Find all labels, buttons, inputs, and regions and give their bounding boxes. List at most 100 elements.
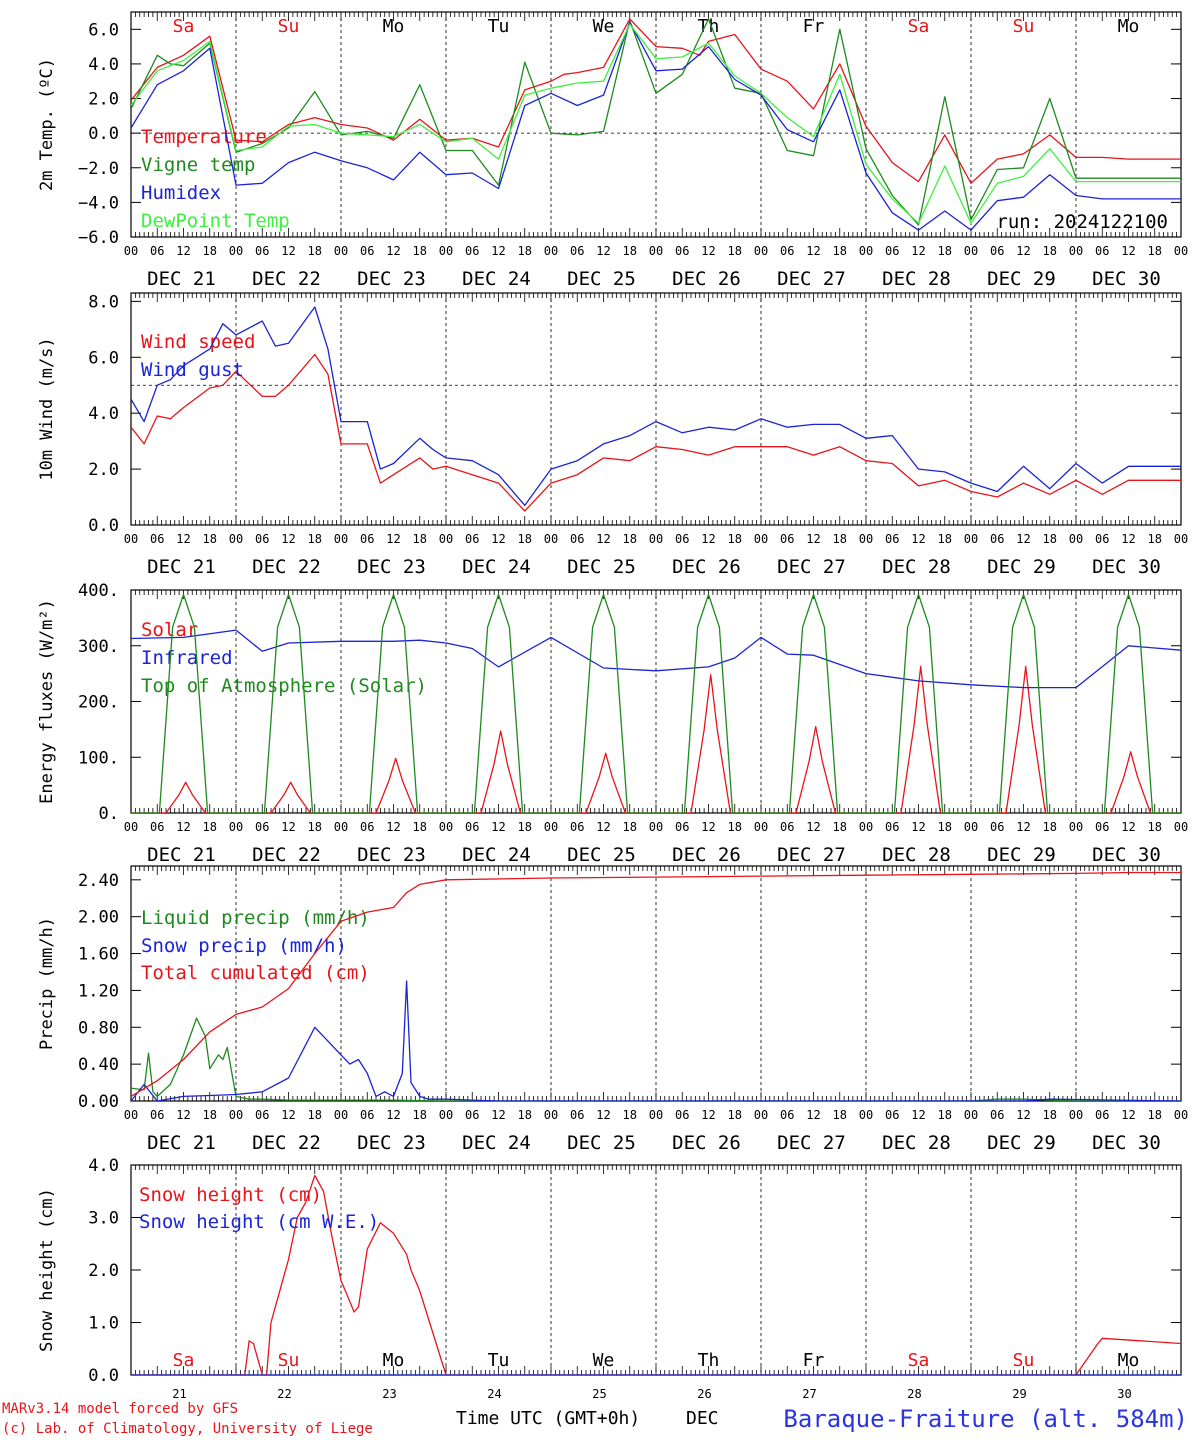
weekday-label: Th [698, 1350, 720, 1371]
y-tick-label: 0.0 [88, 124, 119, 144]
hour-tick-label: 06 [675, 244, 689, 258]
series-line-wind-speed [131, 353, 1181, 512]
day-number-label: 21 [172, 1387, 186, 1401]
hour-tick-label: 18 [623, 1108, 637, 1122]
run-annotation: run: 2024122100 [996, 211, 1168, 233]
hour-tick-label: 00 [439, 820, 453, 834]
hour-tick-label: 00 [754, 820, 768, 834]
date-label: DEC 23 [357, 844, 426, 866]
hour-tick-label: 00 [964, 820, 978, 834]
hour-tick-label: 00 [124, 532, 138, 546]
date-label: DEC 24 [462, 1132, 531, 1154]
y-tick-label: 8.0 [88, 292, 119, 312]
hour-tick-label: 00 [649, 820, 663, 834]
hour-tick-label: 06 [675, 532, 689, 546]
x-minor-ticks [130, 590, 1182, 813]
hour-tick-label: 00 [859, 532, 873, 546]
date-label: DEC 30 [1092, 1132, 1161, 1154]
series-line-wind-gust [131, 306, 1181, 507]
date-label: DEC 27 [777, 268, 846, 290]
hour-tick-label: 18 [308, 532, 322, 546]
date-label: DEC 25 [567, 1132, 636, 1154]
y-tick-label: 400. [78, 581, 119, 601]
hour-tick-label: 06 [150, 1108, 164, 1122]
weekday-label: Mo [1118, 1350, 1140, 1371]
hour-tick-label: 12 [911, 532, 925, 546]
hour-tick-label: 18 [938, 820, 952, 834]
date-label: DEC 30 [1092, 556, 1161, 578]
weekday-label: Su [1013, 16, 1035, 37]
hour-tick-label: 06 [1095, 244, 1109, 258]
plot-frame [130, 589, 1182, 814]
weekday-label: Su [278, 1350, 300, 1371]
hour-tick-label: 06 [360, 532, 374, 546]
hour-tick-label: 00 [544, 1108, 558, 1122]
hour-tick-label: 06 [255, 244, 269, 258]
hour-tick-label: 12 [1121, 532, 1135, 546]
hour-tick-label: 18 [203, 532, 217, 546]
hour-tick-label: 18 [728, 820, 742, 834]
hour-tick-label: 00 [754, 1108, 768, 1122]
hour-tick-label: 00 [124, 244, 138, 258]
station-name: Baraque-Fraiture (alt. 584m) [783, 1405, 1188, 1433]
hour-tick-label: 18 [308, 1108, 322, 1122]
hour-tick-label: 18 [1148, 820, 1162, 834]
y-tick-label: 4.0 [88, 55, 119, 75]
hour-tick-label: 06 [360, 820, 374, 834]
y-tick-label: 1.20 [78, 981, 119, 1001]
hour-tick-label: 00 [1174, 1108, 1188, 1122]
hour-tick-label: 18 [728, 532, 742, 546]
hour-tick-label: 06 [1095, 820, 1109, 834]
hour-tick-label: 00 [334, 532, 348, 546]
y-tick-label: 3.0 [88, 1209, 119, 1229]
y-tick-label: 300. [78, 637, 119, 657]
hour-tick-label: 12 [1121, 820, 1135, 834]
hour-tick-label: 18 [938, 1108, 952, 1122]
date-label: DEC 21 [147, 1132, 216, 1154]
y-tick-label: 2.0 [88, 90, 119, 110]
hour-tick-label: 00 [229, 532, 243, 546]
hour-tick-label: 18 [938, 532, 952, 546]
legend-entry: DewPoint Temp [141, 210, 290, 232]
hour-tick-label: 06 [990, 244, 1004, 258]
hour-tick-label: 06 [1095, 1108, 1109, 1122]
hour-tick-label: 12 [176, 532, 190, 546]
series-line-temperature [131, 18, 1181, 184]
y-tick-label: 0.80 [78, 1018, 119, 1038]
date-label: DEC 23 [357, 556, 426, 578]
date-label: DEC 27 [777, 844, 846, 866]
date-label: DEC 28 [882, 268, 951, 290]
model-credit: MARv3.14 model forced by GFS [2, 1401, 238, 1417]
legend-entry: Solar [141, 619, 198, 641]
hour-tick-label: 12 [596, 820, 610, 834]
hour-tick-label: 06 [255, 820, 269, 834]
hour-tick-label: 06 [780, 532, 794, 546]
hour-tick-label: 00 [754, 244, 768, 258]
weekday-label: Mo [383, 16, 405, 37]
hour-tick-label: 06 [570, 1108, 584, 1122]
y-tick-label: 6.0 [88, 20, 119, 40]
hour-tick-label: 00 [544, 820, 558, 834]
day-number-label: 28 [907, 1387, 921, 1401]
hour-tick-label: 06 [255, 532, 269, 546]
date-label: DEC 26 [672, 1132, 741, 1154]
y-tick-label: 1.60 [78, 945, 119, 965]
hour-tick-label: 06 [1095, 532, 1109, 546]
day-number-label: 23 [382, 1387, 396, 1401]
hour-tick-label: 06 [150, 244, 164, 258]
hour-tick-label: 12 [491, 244, 505, 258]
series-line-snow-precip-mm-h- [131, 980, 1181, 1101]
hour-tick-label: 00 [1069, 532, 1083, 546]
date-label: DEC 26 [672, 556, 741, 578]
hour-tick-label: 18 [1043, 532, 1057, 546]
hour-tick-label: 18 [1043, 244, 1057, 258]
hour-tick-label: 12 [1016, 532, 1030, 546]
hour-tick-label: 00 [859, 820, 873, 834]
date-label: DEC 26 [672, 268, 741, 290]
date-label: DEC 27 [777, 1132, 846, 1154]
y-tick-label: 0. [99, 804, 119, 824]
hour-tick-label: 06 [465, 820, 479, 834]
series-line-vigne-temp [131, 18, 1181, 226]
weekday-label: Su [1013, 1350, 1035, 1371]
hour-tick-label: 12 [176, 1108, 190, 1122]
